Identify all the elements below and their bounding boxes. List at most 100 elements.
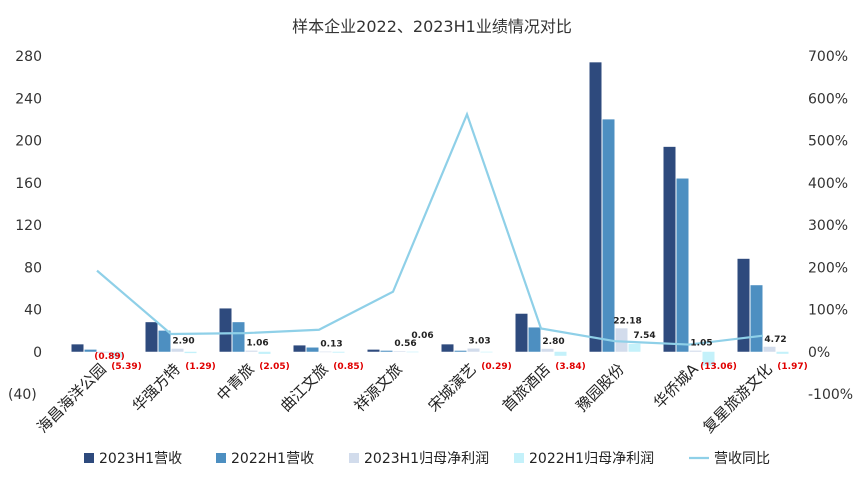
bar (480, 351, 493, 353)
data-label: (5.39) (111, 362, 141, 372)
legend: 2023H1营收 2022H1营收 2023H1归母净利润 2022H1归母净利润 营收… (84, 450, 770, 467)
bar (158, 330, 171, 352)
bar (763, 346, 776, 352)
y-right-tick: 600% (808, 91, 848, 107)
y-left-tick: 120 (15, 218, 42, 234)
y-right-tick: 500% (808, 134, 848, 150)
data-label: (0.89) (94, 352, 124, 362)
legend-label: 营收同比 (714, 451, 770, 467)
bar (541, 348, 554, 352)
bar (293, 345, 306, 352)
bar (184, 351, 197, 354)
bar (676, 178, 689, 352)
bar (71, 344, 84, 352)
data-label: 4.72 (764, 335, 786, 345)
bar (306, 347, 319, 352)
bar (332, 351, 345, 353)
bar (528, 327, 541, 352)
y-right-tick: 700% (808, 49, 848, 65)
category-label: 海昌海洋公园 (33, 360, 109, 436)
bar (554, 351, 567, 356)
data-label: 22.18 (613, 316, 641, 326)
x-axis-categories: 海昌海洋公园 华强方特 中青旅 曲江文旅 祥源文旅 宋城演艺 首旅酒店 豫园股份 华侨城A复星旅… (33, 360, 775, 437)
data-label: 7.54 (633, 331, 655, 341)
y-left-tick: (40) (8, 387, 37, 403)
bar (702, 351, 715, 366)
y-left-tick: 280 (15, 49, 42, 65)
data-label: (1.29) (185, 362, 215, 372)
bar (467, 348, 480, 352)
legend-swatch (216, 453, 226, 463)
y-left-tick: 80 (24, 260, 42, 276)
y-right-tick: -100% (808, 387, 853, 403)
bar (84, 349, 97, 352)
y-left-tick: 240 (15, 91, 42, 107)
bar (750, 285, 763, 352)
bar (232, 322, 245, 352)
category-label: 宋城演艺 (425, 360, 480, 415)
y-left-tick: 200 (15, 134, 42, 150)
bar (441, 344, 454, 352)
category-label: 华侨城A (650, 360, 702, 412)
data-label: 0.06 (411, 331, 433, 341)
data-label: 2.80 (542, 337, 564, 347)
legend-label: 2022H1归母净利润 (529, 450, 654, 467)
bar (219, 308, 232, 352)
y-right-tick: 200% (808, 260, 848, 276)
bar (454, 350, 467, 352)
data-label: (2.05) (259, 362, 289, 372)
legend-swatch (349, 453, 359, 463)
legend-label: 2022H1营收 (231, 451, 314, 467)
data-label: 1.05 (690, 339, 712, 349)
y-axis-right: -100% 0% 100% 200% 300% 400% 500% 600% 700% (808, 49, 853, 403)
legend-swatch (84, 453, 94, 463)
bar (110, 351, 123, 358)
bar (145, 322, 158, 352)
y-axis-left: (40) 0 40 80 120 160 200 240 280 (8, 49, 42, 403)
legend-label: 2023H1营收 (99, 451, 182, 467)
bar (602, 119, 615, 352)
data-label: 0.13 (320, 340, 342, 350)
y-left-tick: 160 (15, 176, 42, 192)
y-right-tick: 300% (808, 218, 848, 234)
bar (245, 350, 258, 352)
bar (406, 351, 419, 353)
data-label: 2.90 (172, 337, 194, 347)
bar (380, 350, 393, 352)
line-layer (96, 111, 764, 346)
bar (393, 351, 406, 352)
bar (737, 258, 750, 352)
series-line (96, 111, 764, 346)
bar (258, 351, 271, 354)
bar (515, 313, 528, 352)
data-label: (3.84) (555, 362, 585, 372)
data-label: (1.97) (777, 362, 807, 372)
data-label: 1.06 (246, 339, 268, 349)
category-label: 中青旅 (213, 360, 258, 405)
legend-swatch (514, 453, 524, 463)
bar (663, 146, 676, 352)
data-label: (0.29) (481, 362, 511, 372)
legend-label: 2023H1归母净利润 (364, 450, 489, 467)
bar (776, 351, 789, 354)
bar (97, 351, 110, 353)
y-right-tick: 100% (808, 303, 848, 319)
data-label: (0.85) (333, 362, 363, 372)
y-right-tick: 0% (808, 345, 830, 361)
bar (171, 348, 184, 352)
data-labels: (0.89) 2.90 1.06 0.13 0.56 3.03 2.80 22.18 1.05 4… (94, 316, 807, 371)
chart-title: 样本企业2022、2023H1业绩情况对比 (292, 17, 572, 36)
y-left-tick: 0 (33, 345, 42, 361)
bar (367, 349, 380, 352)
data-label: 0.56 (394, 339, 416, 349)
bars-layer (71, 62, 789, 366)
bar (615, 328, 628, 352)
bar (319, 351, 332, 353)
bar (589, 62, 602, 352)
y-right-tick: 400% (808, 176, 848, 192)
bar (689, 350, 702, 352)
data-label: (13.06) (700, 362, 737, 372)
data-label: 3.03 (468, 337, 490, 347)
